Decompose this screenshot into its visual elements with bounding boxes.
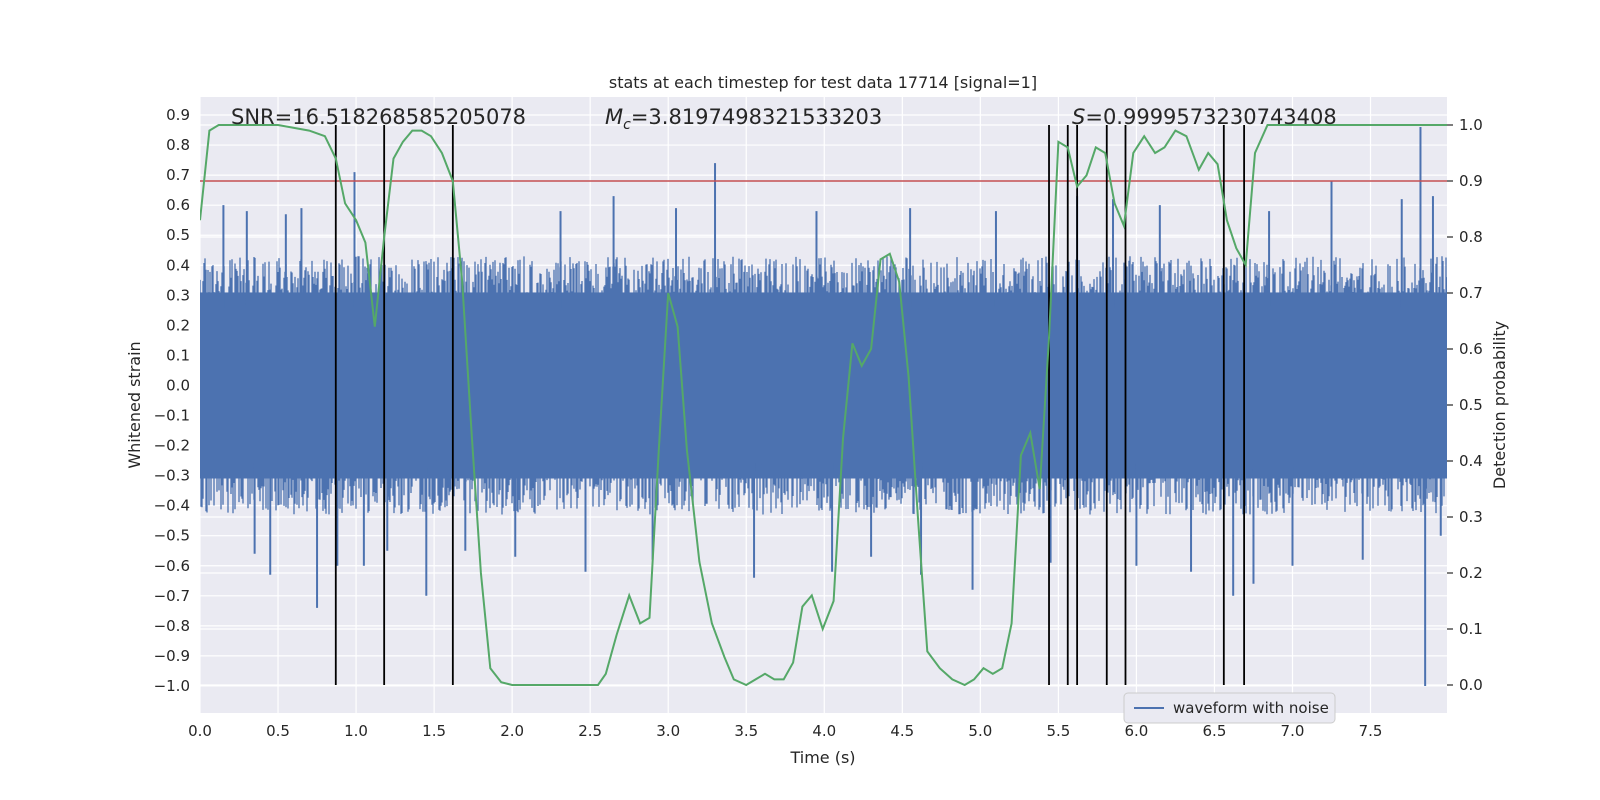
x-tick-label-13: 6.5 xyxy=(1203,722,1227,740)
x-tick-label-3: 1.5 xyxy=(422,722,446,740)
chirp-mass-annotation: Mc=3.8197498321533203 xyxy=(605,105,882,133)
mc-symbol: M xyxy=(605,105,623,129)
x-tick-label-7: 3.5 xyxy=(734,722,758,740)
probability-line xyxy=(200,124,1447,687)
x-tick-label-15: 7.5 xyxy=(1359,722,1383,740)
mc-subscript: c xyxy=(623,117,631,133)
x-tick-label-6: 3.0 xyxy=(656,722,680,740)
waveform-line xyxy=(200,256,1447,515)
y-left-tick-label-6: 0.3 xyxy=(166,286,190,304)
y-left-tick-label-1: 0.8 xyxy=(166,136,190,154)
legend-box xyxy=(1123,692,1336,724)
y-left-tick-label-17: −0.8 xyxy=(154,617,190,635)
y-left-tick-label-12: −0.3 xyxy=(154,467,190,485)
y-right-tick-label-5: 0.5 xyxy=(1459,396,1483,414)
y-left-axis-ticks: 0.9 0.8 0.7 0.6 0.5 0.4 0.3 0.2 0.1 0.0 −0.1 −0.2 −0… xyxy=(154,106,190,695)
s-value: =0.9999573230743408 xyxy=(1085,105,1336,129)
x-tick-label-14: 7.0 xyxy=(1281,722,1305,740)
y-right-tick-label-9: 0.9 xyxy=(1459,172,1483,190)
y-right-tick-label-1: 0.1 xyxy=(1459,620,1483,638)
y-left-tick-label-10: −0.1 xyxy=(154,407,190,425)
s-symbol: S xyxy=(1072,105,1085,129)
legend: waveform with noise xyxy=(1123,692,1336,724)
y-right-tick-label-2: 0.2 xyxy=(1459,564,1483,582)
chart-title: stats at each timestep for test data 177… xyxy=(609,73,1037,92)
y-left-tick-label-13: −0.4 xyxy=(154,497,190,515)
x-tick-label-1: 0.5 xyxy=(266,722,290,740)
x-tick-label-2: 1.0 xyxy=(344,722,368,740)
y-left-tick-label-4: 0.5 xyxy=(166,226,190,244)
y-left-tick-label-16: −0.7 xyxy=(154,587,190,605)
mc-value: =3.8197498321533203 xyxy=(631,105,882,129)
y-right-tick-label-8: 0.8 xyxy=(1459,228,1483,246)
y-left-tick-label-3: 0.6 xyxy=(166,196,190,214)
y-left-axis-label: Whitened strain xyxy=(125,341,144,468)
probability-series xyxy=(200,124,1447,687)
x-tick-label-11: 5.5 xyxy=(1046,722,1070,740)
s-annotation: S=0.9999573230743408 xyxy=(1072,105,1337,129)
y-right-tick-label-10: 1.0 xyxy=(1459,116,1483,134)
y-right-tick-label-7: 0.7 xyxy=(1459,284,1483,302)
y-left-tick-label-5: 0.4 xyxy=(166,256,190,274)
y-left-tick-label-15: −0.6 xyxy=(154,557,190,575)
x-tick-label-12: 6.0 xyxy=(1124,722,1148,740)
y-left-tick-label-0: 0.9 xyxy=(166,106,190,124)
x-tick-label-5: 2.5 xyxy=(578,722,602,740)
y-right-tick-label-3: 0.3 xyxy=(1459,508,1483,526)
y-left-tick-label-2: 0.7 xyxy=(166,166,190,184)
y-right-tick-label-6: 0.6 xyxy=(1459,340,1483,358)
y-right-tick-label-0: 0.0 xyxy=(1459,676,1483,694)
y-right-tick-label-4: 0.4 xyxy=(1459,452,1483,470)
y-right-axis-ticks: 0.0 0.1 0.2 0.3 0.4 0.5 0.6 0.7 0.8 0.9 1.0 xyxy=(1447,116,1483,694)
legend-label: waveform with noise xyxy=(1173,699,1329,717)
x-tick-label-9: 4.5 xyxy=(890,722,914,740)
snr-annotation: SNR=16.518268585205078 xyxy=(231,105,526,129)
y-left-tick-label-7: 0.2 xyxy=(166,316,190,334)
y-left-tick-label-18: −0.9 xyxy=(154,647,190,665)
y-left-tick-label-8: 0.1 xyxy=(166,346,190,364)
y-right-axis-label: Detection probability xyxy=(1490,321,1509,489)
y-left-tick-label-14: −0.5 xyxy=(154,527,190,545)
y-left-tick-label-11: −0.2 xyxy=(154,437,190,455)
x-axis-ticks: 0.0 0.5 1.0 1.5 2.0 2.5 3.0 3.5 4.0 4.5 5.0 5.5 6.0 6… xyxy=(188,722,1382,740)
y-left-tick-label-9: 0.0 xyxy=(166,376,190,394)
waveform-series xyxy=(200,127,1447,686)
x-axis-label: Time (s) xyxy=(789,748,855,767)
x-tick-label-8: 4.0 xyxy=(812,722,836,740)
x-tick-label-4: 2.0 xyxy=(500,722,524,740)
x-tick-label-0: 0.0 xyxy=(188,722,212,740)
y-left-tick-label-19: −1.0 xyxy=(154,677,190,695)
x-tick-label-10: 5.0 xyxy=(968,722,992,740)
